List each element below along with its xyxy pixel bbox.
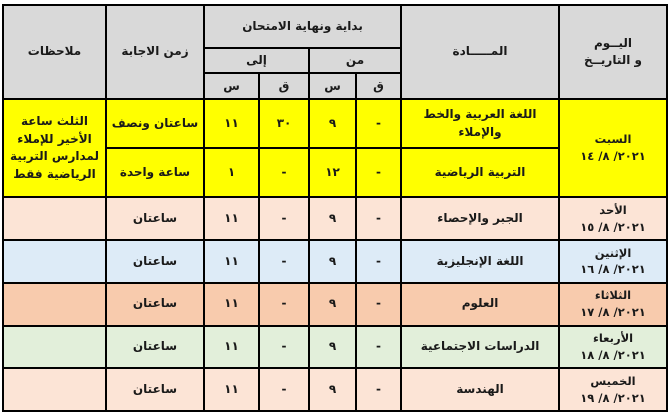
subject-cell: اللغة العربية والخط والإملاء: [400, 98, 561, 150]
header-to: إلى: [202, 46, 311, 75]
table-row: الخميس ٢٠٢١/ ٨/ ١٩ الهندسة -٩-١١ ساعتان: [2, 367, 669, 412]
header-from-hour: س: [308, 72, 358, 101]
header-from: من: [308, 46, 403, 75]
subject-cell: الهندسة: [400, 367, 561, 412]
to-minute-cell: -: [258, 239, 311, 284]
to-hour-cell: ١١: [202, 239, 261, 284]
from-hour-cell: ٩: [308, 367, 358, 412]
header-notes: ملاحظات: [2, 3, 107, 101]
duration-cell: ساعتان: [105, 239, 205, 284]
day-cell: الأحد ٢٠٢١/ ٨/ ١٥: [558, 196, 669, 242]
subject-cell: الدراسات الاجتماعية: [400, 324, 561, 370]
duration-cell: ساعتان: [105, 281, 205, 327]
from-hour-cell: ٩: [308, 98, 358, 150]
to-minute-cell: -: [258, 324, 311, 370]
from-hour-cell: ٩: [308, 196, 358, 242]
to-minute-cell: -: [258, 196, 311, 242]
notes-cell: الثلث ساعة الأخير للإملاء لمدارس التربية…: [2, 98, 107, 199]
subject-cell: الجبر والإحصاء: [400, 196, 561, 242]
duration-cell: ساعة واحدة: [105, 147, 205, 199]
subject-cell: العلوم: [400, 281, 561, 327]
to-hour-cell: ١١: [202, 324, 261, 370]
from-hour-cell: ٩: [308, 324, 358, 370]
from-minute-cell: -: [355, 196, 403, 242]
to-minute-cell: -: [258, 147, 311, 199]
notes-cell: [2, 281, 107, 327]
from-hour-cell: ٩: [308, 239, 358, 284]
from-hour-cell: ٩: [308, 281, 358, 327]
from-minute-cell: -: [355, 324, 403, 370]
header-exam-period: بداية ونهاية الامتحان: [202, 4, 403, 49]
header-subject: المـــــادة: [400, 3, 561, 101]
duration-cell: ساعتان: [105, 324, 205, 370]
to-minute-cell: -: [258, 367, 311, 412]
to-hour-cell: ١١: [202, 196, 261, 242]
duration-cell: ساعتان ونصف: [105, 98, 205, 150]
subject-cell: اللغة الإنجليزية: [400, 239, 561, 284]
day-cell: الإثنين ٢٠٢١/ ٨/ ١٦: [558, 239, 669, 284]
header-to-minute: ق: [258, 72, 311, 101]
exam-schedule-table: اليــوم و التاريــخ المـــــادة بداية ونه…: [2, 3, 669, 412]
day-cell: الثلاثاء ٢٠٢١/ ٨/ ١٧: [558, 281, 669, 327]
table-row: الإثنين ٢٠٢١/ ٨/ ١٦ اللغة الإنجليزية -٩-١١ س…: [2, 239, 669, 284]
from-minute-cell: -: [355, 367, 403, 412]
to-minute-cell: ٣٠: [258, 98, 311, 150]
to-hour-cell: ١١: [202, 367, 261, 412]
subject-cell: التربية الرياضية: [400, 147, 561, 199]
notes-cell: [2, 196, 107, 242]
day-cell: السبت ٢٠٢١/ ٨/ ١٤: [558, 98, 669, 199]
header-duration: زمن الاجابة: [105, 3, 205, 101]
duration-cell: ساعتان: [105, 367, 205, 412]
notes-cell: [2, 367, 107, 412]
to-hour-cell: ١١: [202, 281, 261, 327]
header-from-minute: ق: [355, 72, 403, 101]
table-row: الثلاثاء ٢٠٢١/ ٨/ ١٧ العلوم -٩-١١ ساعتان: [2, 281, 669, 327]
table-row: الأحد ٢٠٢١/ ٨/ ١٥ الجبر والإحصاء -٩-١١ ساعتا…: [2, 196, 669, 242]
from-hour-cell: ١٢: [308, 147, 358, 199]
notes-cell: [2, 324, 107, 370]
from-minute-cell: -: [355, 281, 403, 327]
to-minute-cell: -: [258, 281, 311, 327]
header-day-date: اليــوم و التاريــخ: [558, 3, 669, 101]
notes-cell: [2, 239, 107, 284]
table-row: الأربعاء ٢٠٢١/ ٨/ ١٨ الدراسات الاجتماعية -٩…: [2, 324, 669, 370]
to-hour-cell: ١١: [202, 98, 261, 150]
duration-cell: ساعتان: [105, 196, 205, 242]
day-cell: الأربعاء ٢٠٢١/ ٨/ ١٨: [558, 324, 669, 370]
from-minute-cell: -: [355, 147, 403, 199]
from-minute-cell: -: [355, 239, 403, 284]
day-cell: الخميس ٢٠٢١/ ٨/ ١٩: [558, 367, 669, 412]
to-hour-cell: ١: [202, 147, 261, 199]
from-minute-cell: -: [355, 98, 403, 150]
header-to-hour: س: [202, 72, 261, 101]
